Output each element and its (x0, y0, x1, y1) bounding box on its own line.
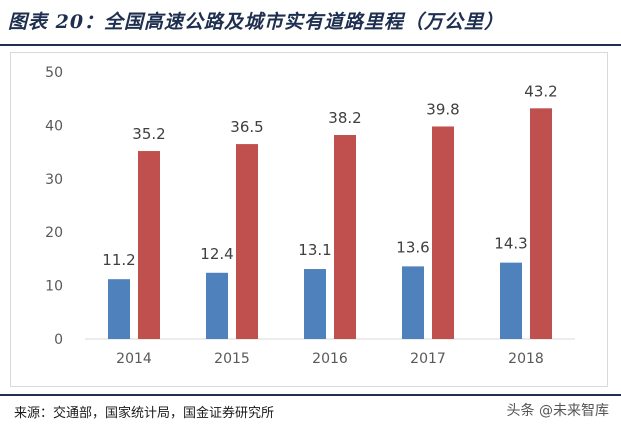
bar-red (138, 151, 160, 339)
data-label: 36.5 (230, 118, 263, 136)
source-note: 来源：交通部，国家统计局，国金证券研究所 (14, 406, 275, 421)
footer-divider (0, 394, 621, 396)
y-tick-label: 30 (45, 172, 63, 188)
data-label: 39.8 (426, 100, 459, 118)
y-tick-label: 10 (45, 279, 63, 295)
bar-blue (402, 266, 424, 339)
chart-title: 图表 20：全国高速公路及城市实有道路里程（万公里） (8, 11, 505, 33)
data-label: 35.2 (132, 125, 165, 143)
x-tick-label: 2016 (312, 351, 348, 367)
data-label: 38.2 (328, 109, 361, 127)
x-tick-label: 2018 (508, 351, 544, 367)
data-label: 11.2 (102, 251, 135, 269)
watermark: 头条 @未来智库 (506, 403, 609, 419)
bar-blue (108, 279, 130, 339)
x-tick-label: 2017 (410, 351, 446, 367)
data-label: 12.4 (200, 245, 233, 263)
y-tick-label: 50 (45, 65, 63, 81)
bar-blue (206, 272, 228, 339)
bar-red (334, 135, 356, 339)
title-divider (0, 44, 621, 46)
bar-red (236, 144, 258, 339)
bar-blue (500, 262, 522, 339)
y-tick-label: 0 (54, 332, 63, 348)
x-tick-label: 2015 (214, 351, 250, 367)
bar-chart: 0 10 20 30 40 50 2014 11.2 35.2 2015 12.4 36.5 2016 1… (45, 65, 575, 367)
data-label: 14.3 (494, 235, 527, 253)
y-tick-label: 40 (45, 118, 63, 134)
data-label: 43.2 (524, 82, 557, 100)
data-label: 13.1 (298, 241, 331, 259)
bar-red (530, 108, 552, 339)
bar-red (432, 126, 454, 339)
title-bar: 图表 20：全国高速公路及城市实有道路里程（万公里） (0, 0, 621, 44)
x-tick-label: 2014 (116, 351, 152, 367)
chart-frame (10, 52, 608, 387)
data-label: 13.6 (396, 238, 429, 256)
y-tick-label: 20 (45, 225, 63, 241)
bar-blue (304, 269, 326, 339)
